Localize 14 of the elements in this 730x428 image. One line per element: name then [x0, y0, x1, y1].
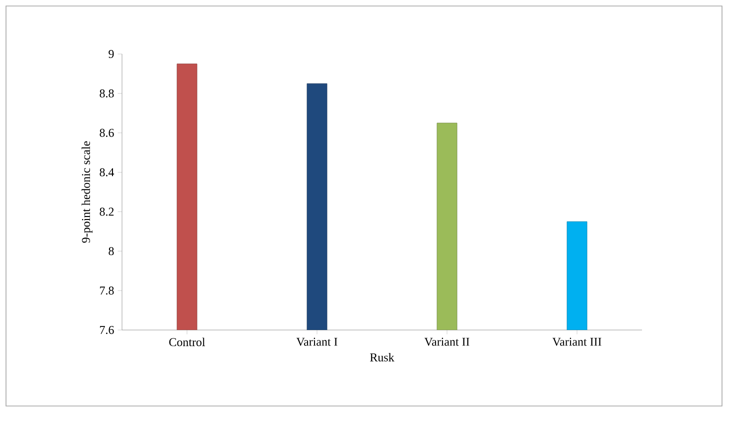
- y-tick-label: 8.2: [100, 208, 114, 216]
- x-tick-label: Control: [169, 338, 206, 346]
- y-tick-label: 8.8: [100, 89, 114, 98]
- y-axis-title: 9-point hedonic scale: [82, 141, 92, 243]
- x-tick-label: Variant III: [552, 338, 602, 346]
- x-axis-title: Rusk: [370, 353, 394, 362]
- x-tick-label: Variant II: [424, 338, 470, 346]
- y-tick-label: 8.6: [100, 128, 114, 137]
- y-tick-label: 9: [108, 50, 114, 58]
- y-tick-label: 7.8: [100, 286, 114, 295]
- x-tick-label: Variant I: [296, 338, 338, 346]
- y-tick-label: 8.4: [100, 168, 114, 176]
- y-tick-label: 7.6: [100, 326, 114, 334]
- y-tick-label: 8: [108, 247, 114, 256]
